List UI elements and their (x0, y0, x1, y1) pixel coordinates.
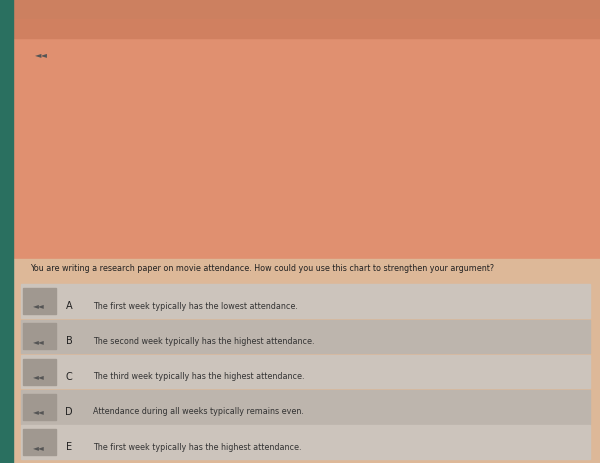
Text: ◄◄: ◄◄ (33, 336, 45, 345)
Bar (411, 106, 431, 248)
Text: The first week typically has the lowest attendance.: The first week typically has the lowest … (93, 301, 298, 310)
Text: D: D (65, 406, 73, 416)
Bar (361, 160, 381, 248)
Bar (322, 145, 341, 248)
Y-axis label: Millions of Dollars: Millions of Dollars (189, 116, 198, 185)
Title: Box Office Earnings: Box Office Earnings (331, 39, 461, 52)
Text: ◄◄: ◄◄ (33, 407, 45, 415)
Bar (431, 112, 451, 248)
Bar (520, 92, 539, 248)
Bar (341, 180, 361, 248)
Text: You are writing a research paper on movie attendance. How could you use this cha: You are writing a research paper on movi… (30, 264, 494, 273)
Text: Attendance during all weeks typically remains even.: Attendance during all weeks typically re… (93, 407, 304, 415)
Legend: Weekend 1, Weekend 2, Weekend 3: Weekend 1, Weekend 2, Weekend 3 (508, 56, 566, 86)
Text: A: A (65, 300, 73, 310)
Text: The first week typically has the highest attendance.: The first week typically has the highest… (93, 442, 302, 450)
Text: The second week typically has the highest attendance.: The second week typically has the highes… (93, 336, 314, 345)
Text: C: C (65, 371, 73, 381)
Bar (500, 73, 520, 248)
Bar (272, 87, 292, 248)
Text: E: E (66, 441, 72, 451)
Text: ← DeltaMath: ← DeltaMath (12, 30, 56, 36)
Text: ◄◄: ◄◄ (33, 371, 45, 380)
Text: The third week typically has the highest attendance.: The third week typically has the highest… (93, 371, 305, 380)
Bar (253, 112, 272, 248)
Bar (539, 145, 559, 248)
Text: b  app.progresslearning.com/middleSchool/assignment/activity/...: b app.progresslearning.com/middleSchool/… (12, 12, 193, 17)
Bar (451, 116, 470, 248)
Bar (233, 77, 253, 248)
Text: ◄◄: ◄◄ (35, 50, 48, 58)
Text: ◄◄: ◄◄ (33, 442, 45, 450)
Text: B: B (65, 336, 73, 345)
Text: ◄◄: ◄◄ (33, 301, 45, 310)
